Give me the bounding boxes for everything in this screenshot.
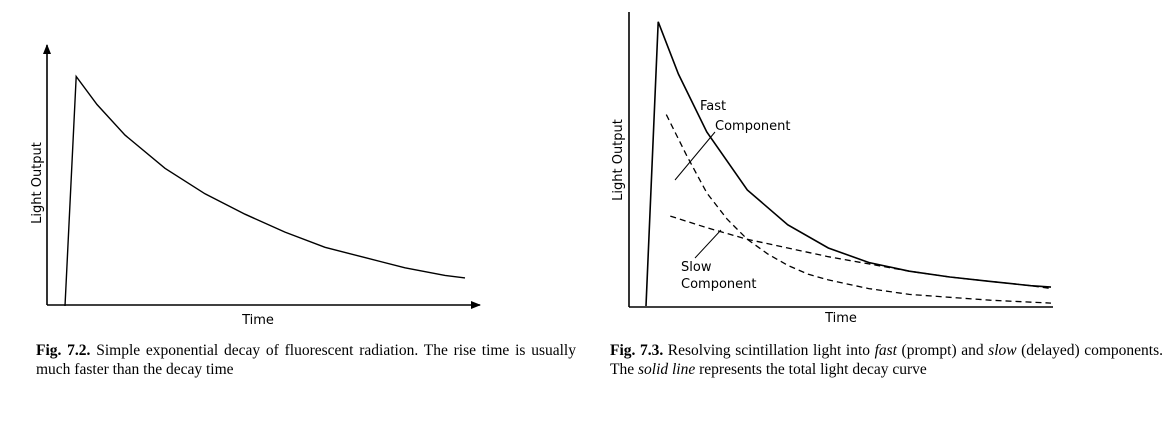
x-axis-label: Time [241, 313, 274, 328]
figure-caption: Fig. 7.3. Resolving scintillation light … [610, 341, 1163, 379]
figure-7-3: Light Output Time Fast Component Slow Co… [583, 0, 1166, 426]
y-axis-label: Light Output [30, 142, 45, 224]
caption-fragment: Resolving scintillation light into [667, 342, 875, 359]
slow-component-label-line-2: Component [681, 277, 756, 292]
caption-text: Simple exponential decay of fluorescent … [36, 342, 576, 378]
fast-component-pointer [674, 131, 716, 181]
caption-fragment: (prompt) and [897, 342, 989, 359]
fast-component-label-line-2: Component [715, 119, 790, 134]
y-axis-label: Light Output [611, 119, 626, 201]
x-axis-label: Time [824, 311, 857, 326]
fast-component-curve [665, 114, 1052, 304]
figure-7-2: Light Output Time Fig. 7.2. Simple expon… [30, 44, 576, 379]
decay-curve [64, 74, 466, 307]
slow-component-label-line-1: Slow [681, 260, 712, 275]
caption-fragment: (delayed) components. The [610, 342, 1164, 378]
caption-fragment: slow [988, 342, 1017, 359]
figure-number: Fig. 7.2. [36, 342, 91, 359]
figure-caption: Fig. 7.2. Simple exponential decay of fl… [36, 341, 576, 379]
caption-fragment: represents the total light decay curve [695, 361, 927, 378]
components-plot: Light Output Time Fast Component Slow Co… [611, 12, 1053, 326]
caption-fragment: solid line [637, 361, 696, 378]
caption-fragment: fast [874, 342, 897, 359]
slow-component-curve [670, 215, 1052, 290]
slow-component-pointer [694, 229, 722, 259]
caption-text: Resolving scintillation light into fast … [610, 342, 1163, 378]
total-decay-curve [645, 21, 1052, 307]
fast-component-label-line-1: Fast [700, 99, 726, 114]
decay-plot: Light Output Time [30, 44, 481, 328]
figure-number: Fig. 7.3. [610, 342, 664, 359]
